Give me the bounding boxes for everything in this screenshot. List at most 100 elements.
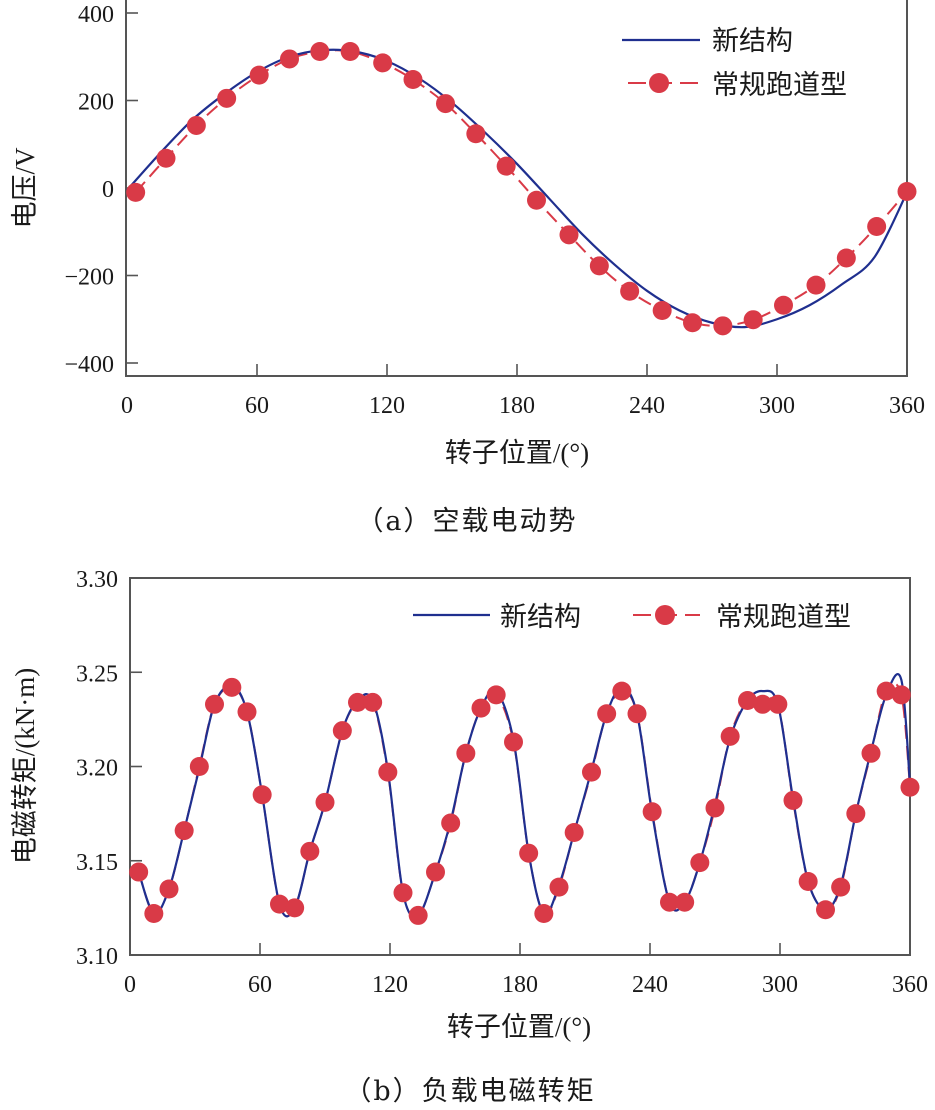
data-point-marker [205,694,224,714]
data-point-marker [738,691,757,711]
x-tick-label: 240 [632,972,668,998]
data-point-marker [806,275,826,295]
x-tick-label: 360 [889,393,925,419]
data-point-marker [471,698,491,718]
legend: 新结构 常规跑道型 [622,26,847,101]
data-point-marker [403,70,423,89]
data-point-marker [348,692,367,712]
y-tick-label: 3.30 [76,567,118,593]
x-tick-label: 120 [369,393,405,419]
data-point-marker [652,301,672,320]
legend: 新结构 常规跑道型 [413,602,851,633]
data-point-marker [753,694,773,714]
data-point-marker [270,894,289,914]
data-point-marker [597,704,617,724]
data-point-marker [144,904,164,924]
data-point-marker [252,785,272,805]
data-point-marker [816,900,835,920]
panel-b-chart: 0 60 120 180 240 300 360 3.10 3.15 3.20 3.25 3.30 新… [10,567,928,1107]
data-point-marker [300,841,320,861]
data-point-marker [280,49,299,69]
data-point-marker [831,877,851,897]
data-point-marker [408,905,428,925]
data-point-marker [705,798,725,818]
y-axis-title: 电压/V [10,147,40,229]
data-point-marker [237,702,257,722]
data-point-marker [836,248,856,268]
data-point-marker [675,892,695,912]
y-axis-title: 电磁转矩/(kN·m) [10,668,40,864]
data-point-marker [612,681,632,701]
data-point-marker [867,217,887,236]
data-point-marker [713,316,733,336]
data-point-marker [441,813,461,833]
data-point-marker [249,65,269,85]
data-point-marker [126,182,146,202]
y-tick-label: 3.20 [76,756,118,782]
axis-ticks: 0 60 120 180 240 300 360 3.10 3.15 3.20 3.25 3.30 [76,567,928,998]
x-tick-label: 360 [892,972,928,998]
data-point-marker [743,310,763,330]
legend-marker-circle-icon [649,73,669,93]
legend-marker-circle-icon [655,605,675,625]
y-tick-label: −400 [64,352,114,378]
axis-ticks: 0 60 120 180 240 300 360 −400 −200 0 200 400 [64,2,925,419]
data-point-marker [519,843,539,863]
data-point-marker [582,762,601,782]
data-point-marker [642,802,662,822]
y-tick-label: 3.25 [76,661,118,687]
data-point-marker [660,892,679,912]
data-point-marker [436,94,455,114]
data-point-marker [310,42,330,61]
data-point-marker [846,804,866,824]
data-point-marker [774,295,793,315]
data-point-marker [690,853,710,873]
legend-label-new-structure: 新结构 [500,602,581,633]
data-point-marker [897,182,917,201]
data-point-marker [456,743,476,763]
x-tick-label: 300 [762,972,798,998]
legend-label-conventional: 常规跑道型 [712,70,847,101]
data-point-marker [534,904,554,924]
x-tick-label: 120 [372,972,408,998]
data-point-marker [340,42,360,61]
data-point-marker [768,694,788,714]
data-point-marker [315,792,335,812]
data-point-marker [217,88,237,108]
data-point-marker [363,692,383,712]
x-axis-title: 转子位置/(°) [445,438,589,468]
data-point-marker [861,743,881,763]
y-tick-label: 200 [78,90,114,116]
data-point-marker [496,156,516,176]
data-point-marker [373,53,393,73]
data-point-marker [798,871,818,891]
x-axis-title: 转子位置/(°) [447,1012,591,1042]
data-point-marker [549,877,569,897]
caption-a: （a）空载电动势 [356,506,577,537]
data-point-marker [683,313,702,333]
data-point-marker [393,883,413,903]
data-point-marker [876,681,896,701]
data-point-marker [891,685,911,705]
plot-frame [129,577,911,956]
x-tick-label: 0 [121,393,133,419]
data-point-marker [189,757,209,776]
data-point-marker [332,721,352,741]
y-tick-label: 0 [102,177,114,203]
x-tick-label: 180 [499,393,535,419]
data-point-marker [720,726,740,746]
data-point-marker [527,190,546,210]
data-point-marker [620,281,640,301]
x-tick-label: 60 [248,972,272,998]
y-tick-label: 400 [78,2,114,28]
x-tick-label: 240 [629,393,665,419]
data-point-marker [783,790,803,810]
caption-b: （b）负载电磁转矩 [344,1076,595,1107]
series-layer [126,42,917,336]
data-point-marker [222,677,242,697]
y-tick-label: 3.10 [76,944,118,970]
data-point-marker [426,862,445,882]
legend-label-conventional: 常规跑道型 [716,602,851,633]
x-tick-label: 300 [759,393,795,419]
